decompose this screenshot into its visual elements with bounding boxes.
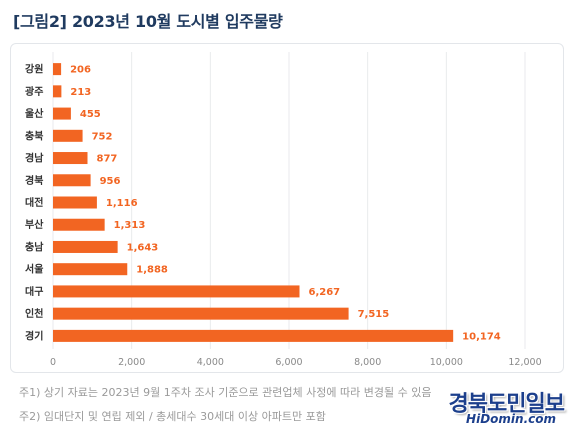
category-label: 서울 bbox=[25, 263, 43, 276]
category-label: 강원 bbox=[25, 63, 43, 76]
category-label: 광주 bbox=[25, 86, 43, 98]
data-label: 206 bbox=[70, 65, 91, 76]
bar-chart: 강원 206 광주 213 울산 455 충북 752 경남 877 경북 956 대전 1,116 부산 1… bbox=[25, 52, 542, 368]
category-label: 충북 bbox=[25, 129, 43, 142]
x-tick-label: 2,000 bbox=[118, 357, 145, 368]
footnote-1: 주1) 상기 자료는 2023년 9월 1주차 조사 기준으로 관련업체 사정에… bbox=[19, 386, 432, 399]
chart-title: [그림2] 2023년 10월 도시별 입주물량 bbox=[13, 12, 283, 31]
data-label: 10,174 bbox=[462, 331, 501, 342]
watermark-sub: HiDomin.com bbox=[466, 412, 556, 426]
data-label: 1,643 bbox=[127, 242, 159, 253]
bar bbox=[53, 240, 118, 253]
category-label: 경남 bbox=[25, 152, 44, 165]
category-label: 인천 bbox=[25, 307, 43, 320]
bar bbox=[53, 196, 97, 209]
category-label: 경기 bbox=[25, 329, 43, 342]
data-label: 877 bbox=[96, 154, 117, 165]
watermark-main: 경북도민일보 bbox=[448, 392, 565, 417]
bar bbox=[53, 307, 349, 320]
bar bbox=[53, 218, 105, 231]
bar bbox=[53, 285, 300, 298]
watermark-logo: 경북도민일보 HiDomin.com bbox=[394, 386, 565, 432]
category-label: 경북 bbox=[25, 174, 43, 187]
data-label: 752 bbox=[92, 131, 113, 142]
bar bbox=[53, 174, 91, 187]
category-label: 부산 bbox=[25, 218, 44, 231]
category-label: 대전 bbox=[25, 196, 43, 209]
bar bbox=[53, 329, 454, 342]
data-label: 956 bbox=[100, 176, 121, 187]
data-label: 6,267 bbox=[309, 287, 341, 298]
x-tick-label: 4,000 bbox=[197, 357, 224, 368]
x-tick-label: 0 bbox=[50, 357, 56, 368]
bar bbox=[53, 263, 128, 276]
category-label: 충남 bbox=[25, 240, 44, 253]
data-label: 1,116 bbox=[106, 198, 138, 209]
bar bbox=[53, 85, 62, 98]
x-tick-label: 10,000 bbox=[430, 357, 463, 368]
data-label: 213 bbox=[70, 87, 91, 98]
data-label: 455 bbox=[80, 109, 101, 120]
bar bbox=[53, 152, 88, 165]
bar bbox=[53, 63, 62, 76]
x-tick-label: 12,000 bbox=[508, 357, 541, 368]
category-label: 울산 bbox=[25, 107, 44, 120]
bar bbox=[53, 129, 83, 142]
data-label: 1,888 bbox=[136, 265, 168, 276]
chart-panel: 강원 206 광주 213 울산 455 충북 752 경남 877 경북 956 대전 1,116 부산 1… bbox=[10, 43, 564, 373]
category-label: 대구 bbox=[25, 285, 43, 298]
data-label: 7,515 bbox=[358, 309, 390, 320]
x-tick-label: 6,000 bbox=[275, 357, 302, 368]
x-tick-label: 8,000 bbox=[354, 357, 381, 368]
footnote-2: 주2) 임대단지 및 연립 제외 / 총세대수 30세대 이상 아파트만 포함 bbox=[19, 410, 326, 423]
data-label: 1,313 bbox=[114, 220, 146, 231]
bar bbox=[53, 107, 71, 120]
